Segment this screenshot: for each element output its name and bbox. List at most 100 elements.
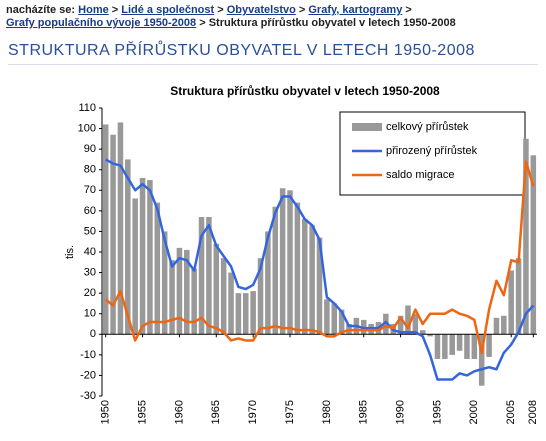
bar — [169, 260, 175, 335]
x-tick-label: 2000 — [468, 400, 480, 424]
breadcrumb-link[interactable]: Lidé a společnost — [121, 4, 215, 16]
bar — [486, 334, 492, 357]
bar — [110, 134, 116, 335]
bar — [287, 190, 293, 335]
chart: Struktura přírůstku obyvatel v letech 19… — [64, 84, 539, 424]
bar — [523, 138, 529, 335]
breadcrumb-label: nacházíte se: — [6, 4, 76, 16]
y-tick-label: -30 — [80, 390, 96, 402]
bar — [515, 258, 522, 335]
y-tick-label: -10 — [80, 349, 96, 361]
x-tick-label: 1980 — [321, 400, 333, 424]
y-tick-label: 30 — [84, 266, 96, 278]
bar — [154, 202, 161, 335]
y-tick-label: 90 — [84, 143, 96, 155]
x-tick-label: 1970 — [247, 400, 259, 424]
bar — [250, 291, 256, 335]
y-tick-label: 50 — [84, 225, 96, 237]
bar — [228, 272, 234, 335]
x-tick-label: 2008 — [527, 400, 539, 424]
page-heading: STRUKTURA PŘÍRŮSTKU OBYVATEL V LETECH 19… — [8, 42, 538, 65]
chart-title: Struktura přírůstku obyvatel v letech 19… — [170, 84, 440, 98]
breadcrumb-link[interactable]: Obyvatelstvo — [226, 4, 296, 16]
bar — [176, 247, 183, 335]
bar — [161, 231, 168, 335]
bar — [257, 258, 264, 335]
x-tick-label: 1955 — [136, 400, 148, 424]
bar — [493, 317, 500, 335]
y-tick-label: -20 — [80, 369, 96, 381]
bar — [508, 270, 514, 335]
line — [104, 160, 535, 355]
bar — [265, 231, 271, 335]
bar — [464, 334, 470, 359]
bar — [117, 122, 124, 335]
line — [105, 158, 535, 381]
y-tick-label: 70 — [84, 184, 96, 196]
x-tick-label: 1990 — [395, 400, 407, 424]
bar — [272, 206, 279, 335]
y-tick-label: 20 — [84, 287, 96, 299]
breadcrumb: nacházíte se: Home > Lidé a společnost >… — [6, 4, 456, 29]
bar — [397, 315, 404, 335]
bar — [235, 293, 242, 335]
bar — [220, 258, 227, 335]
breadcrumb-link[interactable]: Grafy, kartogramy — [308, 4, 403, 16]
bar — [213, 243, 220, 335]
y-axis-label: tis. — [64, 245, 76, 259]
y-tick-label: 10 — [84, 308, 96, 320]
breadcrumb-link[interactable]: Home — [78, 4, 109, 16]
bar — [324, 299, 330, 335]
bar — [419, 330, 426, 335]
y-tick-label: 110 — [78, 102, 96, 114]
bar — [449, 334, 455, 355]
x-tick-label: 1950 — [100, 400, 112, 424]
bar — [147, 180, 153, 335]
bar — [309, 225, 315, 335]
bar — [279, 188, 286, 335]
bar — [338, 309, 345, 335]
bar — [501, 315, 507, 335]
breadcrumb-current: Struktura přírůstku obyvatel v letech 19… — [208, 17, 456, 29]
bar — [191, 268, 197, 335]
bar — [294, 202, 301, 335]
bar — [206, 217, 212, 335]
y-tick-label: 80 — [84, 164, 96, 176]
bar — [427, 334, 433, 337]
bar — [331, 303, 338, 335]
x-tick-label: 2005 — [505, 400, 517, 424]
bar — [102, 124, 109, 335]
bar — [456, 334, 463, 351]
bar — [316, 237, 323, 335]
y-tick-label: 100 — [78, 122, 96, 134]
y-tick-label: 40 — [84, 246, 96, 258]
x-tick-label: 1975 — [284, 400, 296, 424]
x-tick-label: 1965 — [210, 400, 222, 424]
bar — [132, 198, 138, 335]
bar — [478, 334, 485, 386]
bar — [383, 313, 389, 335]
bar — [301, 219, 308, 335]
breadcrumb-link[interactable]: Grafy populačního vývoje 1950-2008 — [6, 17, 197, 29]
y-tick-label: 0 — [90, 328, 96, 340]
x-tick-label: 1985 — [358, 400, 370, 424]
legend-label: celkový přírůstek — [386, 121, 469, 133]
x-tick-label: 1960 — [173, 400, 185, 424]
bar — [139, 177, 146, 335]
x-tick-label: 1995 — [431, 400, 443, 424]
bar — [405, 305, 411, 335]
bar — [442, 334, 448, 359]
bar — [471, 334, 478, 359]
bar — [125, 159, 131, 335]
bar — [434, 334, 441, 359]
legend-swatch — [352, 123, 382, 131]
legend-label: přirozený přírůstek — [386, 145, 478, 157]
bar — [184, 249, 190, 335]
bar — [198, 217, 205, 335]
y-tick-label: 60 — [84, 205, 96, 217]
bar — [412, 313, 419, 335]
legend-label: saldo migrace — [386, 169, 454, 181]
bar — [243, 293, 249, 335]
bar — [530, 155, 537, 335]
